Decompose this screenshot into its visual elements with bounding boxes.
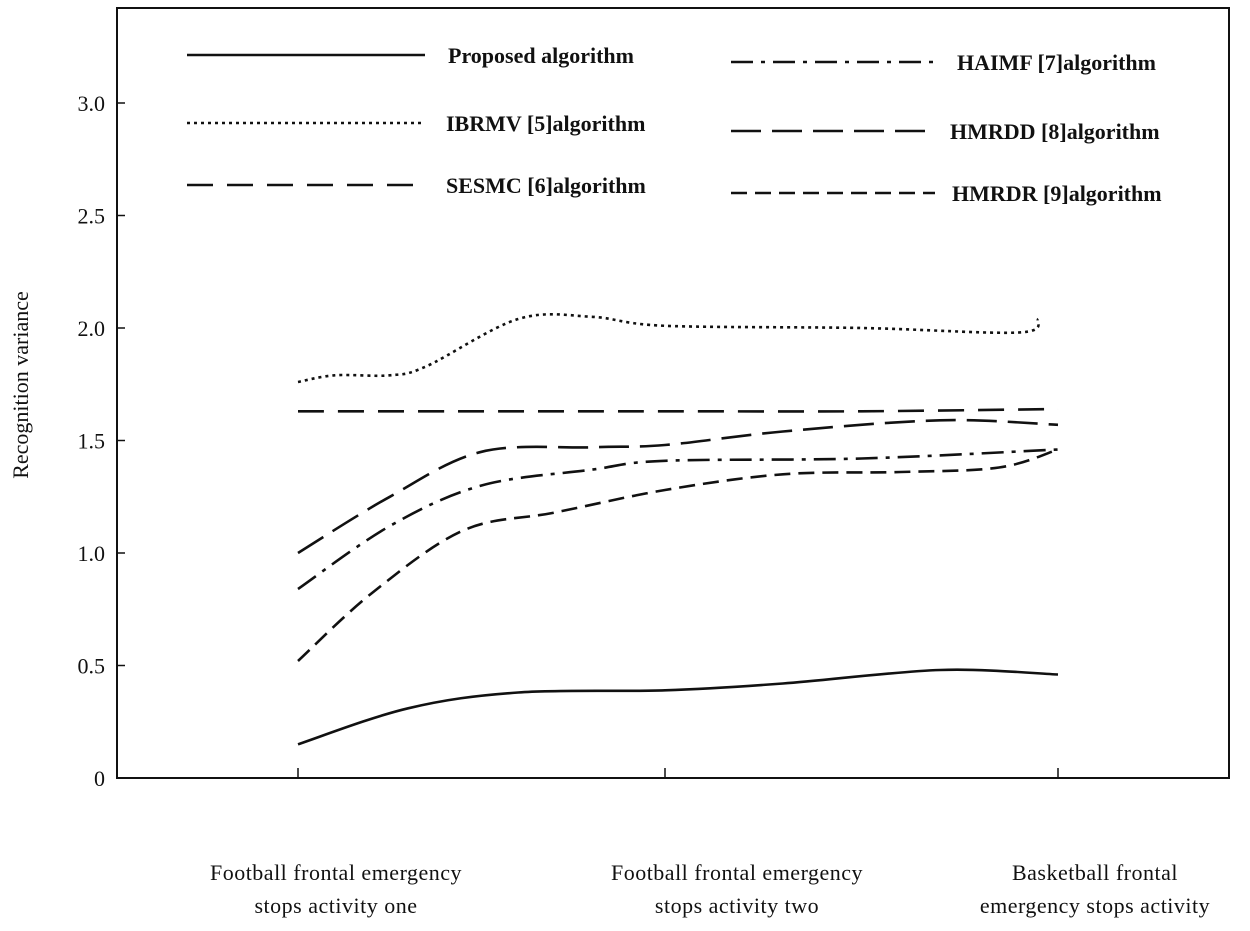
y-tick-label: 1.0 — [78, 541, 106, 566]
legend-label: Proposed algorithm — [448, 43, 634, 68]
legend-label: SESMC [6]algorithm — [446, 173, 646, 198]
x-category-label-line: stops activity one — [255, 893, 418, 918]
x-category-label: Football frontal emergency stops activity… — [611, 860, 863, 918]
x-category-label-line: Football frontal emergency — [210, 860, 462, 885]
y-tick-label: 2.0 — [78, 316, 106, 341]
legend-label: HMRDD [8]algorithm — [950, 119, 1160, 144]
y-axis: 0 0.5 1.0 1.5 2.0 2.5 3.0 — [78, 91, 125, 791]
series-line-ibrmv-5-algorithm — [297, 312, 1040, 384]
legend: Proposed algorithm IBRMV [5]algorithm SESM… — [187, 43, 1162, 206]
plot-frame — [116, 7, 1230, 779]
x-category-label-line: stops activity two — [655, 893, 819, 918]
y-tick-label: 2.5 — [78, 204, 106, 229]
legend-label: HMRDR [9]algorithm — [952, 181, 1162, 206]
x-category-label-line: emergency stops activity — [980, 893, 1210, 918]
x-category-label-line: Basketball frontal — [1012, 860, 1178, 885]
series-line-hmrdr-9-algorithm — [297, 448, 1059, 662]
y-tick-label: 1.5 — [78, 429, 106, 454]
legend-label: HAIMF [7]algorithm — [957, 50, 1156, 75]
y-tick-label: 0.5 — [78, 654, 106, 679]
series-line-sesmc-6-algorithm — [298, 407, 1059, 413]
x-axis: Football frontal emergency stops activity… — [210, 768, 1210, 918]
y-axis-title: Recognition variance — [8, 291, 33, 479]
x-category-label: Football frontal emergency stops activity… — [210, 860, 462, 918]
x-category-label: Basketball frontal emergency stops activi… — [980, 860, 1210, 918]
series-line-proposed-algorithm — [297, 668, 1059, 746]
y-tick-label: 0 — [94, 766, 105, 791]
series-layer — [297, 312, 1059, 746]
y-tick-label: 3.0 — [78, 91, 106, 116]
series-line-hmrdd-8-algorithm — [297, 418, 1059, 555]
x-category-label-line: Football frontal emergency — [611, 860, 863, 885]
legend-label: IBRMV [5]algorithm — [446, 111, 645, 136]
series-line-haimf-7-algorithm — [297, 448, 1059, 591]
